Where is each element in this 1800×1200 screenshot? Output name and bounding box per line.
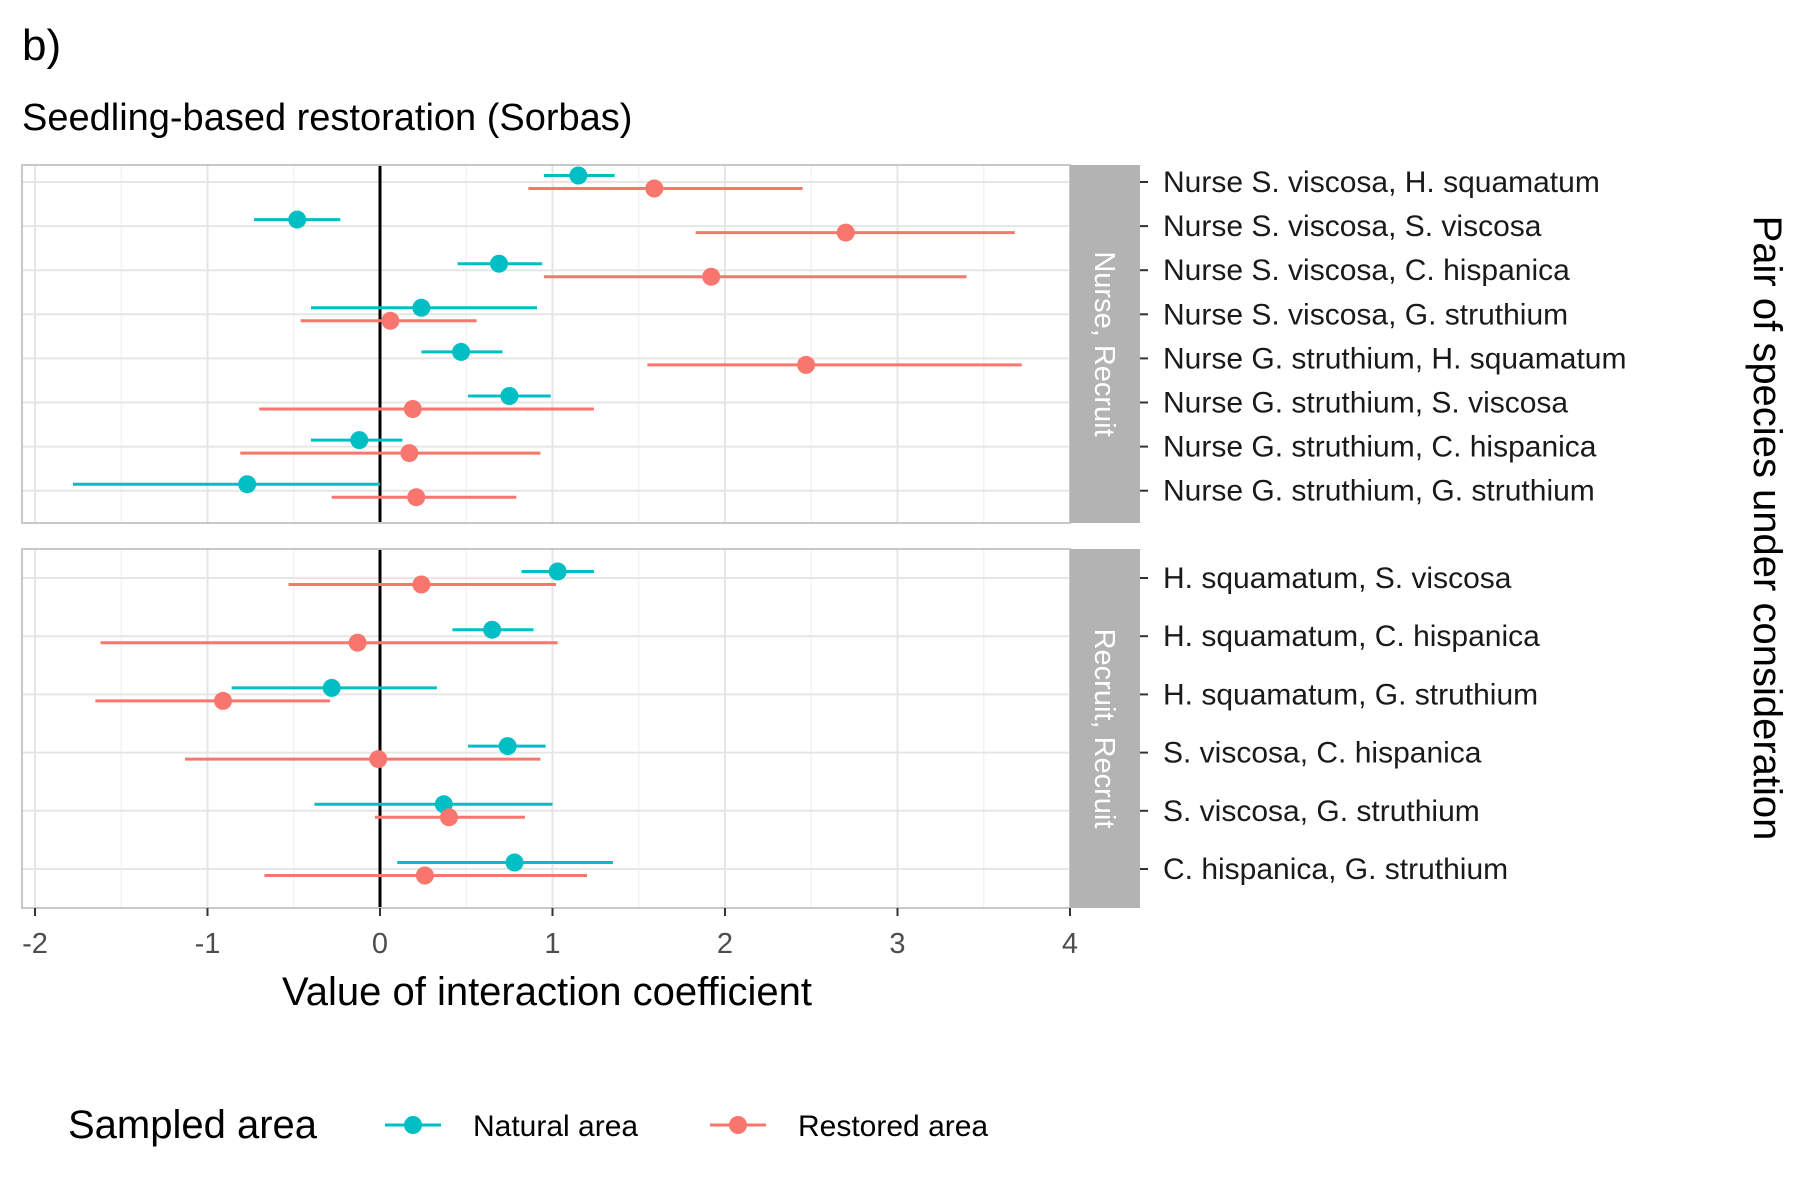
y-tick-label: H. squamatum, S. viscosa xyxy=(1163,562,1512,595)
restored-point xyxy=(381,311,400,330)
panel-border xyxy=(21,548,1071,909)
panel-2: H. squamatum, S. viscosa H. squamatum, C.… xyxy=(21,548,1540,909)
y-tick-label: S. viscosa, G. struthium xyxy=(1163,795,1480,828)
natural-point xyxy=(238,475,257,494)
y-tick-label: Nurse G. struthium, C. hispanica xyxy=(1163,431,1597,464)
legend-title: Sampled area xyxy=(68,1103,318,1147)
x-tick-label: -2 xyxy=(22,928,48,960)
x-tick-label: 1 xyxy=(544,928,560,960)
restored-point xyxy=(645,179,664,198)
y-tick-label: Nurse S. viscosa, G. struthium xyxy=(1163,298,1568,331)
restored-point xyxy=(415,866,434,885)
x-tick-label: 4 xyxy=(1062,928,1078,960)
restored-point xyxy=(440,808,458,827)
figure-tag: b) xyxy=(22,21,61,70)
natural-point xyxy=(500,387,519,405)
natural-point xyxy=(452,342,471,361)
x-tick-label: 0 xyxy=(372,928,388,960)
y-tick-label: Nurse G. struthium, S. viscosa xyxy=(1163,387,1568,420)
restored-point xyxy=(797,355,816,374)
panels: Nurse S. viscosa, H. squamatum Nurse S. v… xyxy=(21,164,1626,909)
natural-point xyxy=(490,254,509,273)
y-tick-label: Nurse S. viscosa, H. squamatum xyxy=(1163,166,1600,199)
natural-point xyxy=(548,562,567,581)
natural-point xyxy=(483,620,502,639)
natural-point xyxy=(412,298,431,317)
restored-point xyxy=(836,223,855,242)
natural-point xyxy=(288,210,307,229)
x-tick-label: -1 xyxy=(195,928,221,960)
y-tick-label: Nurse G. struthium, H. squamatum xyxy=(1163,342,1626,375)
restored-point xyxy=(348,633,367,652)
restored-point xyxy=(403,400,422,418)
x-axis-title: Value of interaction coefficient xyxy=(282,970,812,1014)
restored-point xyxy=(369,750,388,769)
restored-point xyxy=(702,267,721,286)
x-axis: -2 -1 0 1 2 3 4 xyxy=(22,908,1078,960)
y-tick-label: C. hispanica, G. struthium xyxy=(1163,853,1508,886)
y-tick-label: Nurse G. struthium, G. struthium xyxy=(1163,475,1595,508)
natural-legend-label: Natural area xyxy=(473,1110,638,1143)
panel-1: Nurse S. viscosa, H. squamatum Nurse S. v… xyxy=(21,164,1626,524)
y-tick-label: H. squamatum, C. hispanica xyxy=(1163,620,1540,653)
legend: Sampled area Natural area Restored area xyxy=(68,1103,988,1147)
restored-point xyxy=(400,444,419,463)
strip-label: Nurse, Recruit xyxy=(1088,251,1120,436)
natural-point xyxy=(505,853,524,872)
natural-point xyxy=(569,166,588,185)
y-tick-label: S. viscosa, C. hispanica xyxy=(1163,737,1482,770)
restored-point xyxy=(407,488,426,507)
natural-point xyxy=(498,737,517,756)
strip-label: Recruit, Recruit xyxy=(1088,629,1120,829)
restored-legend-point xyxy=(729,1116,747,1134)
x-tick-label: 3 xyxy=(889,928,905,960)
natural-legend-point xyxy=(404,1116,422,1134)
y-tick-label: Nurse S. viscosa, C. hispanica xyxy=(1163,254,1570,287)
y-axis-title: Pair of species under consideration xyxy=(1745,216,1789,841)
chart-title: Seedling-based restoration (Sorbas) xyxy=(22,97,632,139)
restored-point xyxy=(412,575,431,594)
panel-border xyxy=(21,164,1071,524)
y-tick-label: H. squamatum, G. struthium xyxy=(1163,678,1538,711)
restored-point xyxy=(214,691,233,710)
natural-point xyxy=(322,678,341,697)
strip-background xyxy=(1070,549,1140,908)
y-tick-label: Nurse S. viscosa, S. viscosa xyxy=(1163,210,1542,243)
natural-point xyxy=(350,431,369,450)
strip-background xyxy=(1070,165,1140,523)
x-tick-label: 2 xyxy=(717,928,733,960)
restored-legend-label: Restored area xyxy=(798,1110,988,1143)
